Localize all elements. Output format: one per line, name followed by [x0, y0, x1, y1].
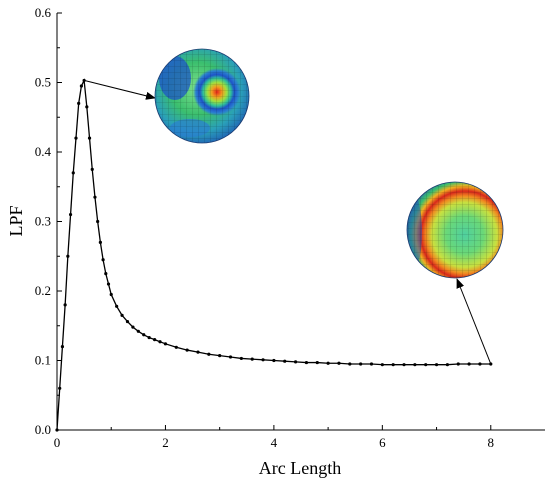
- data-point: [79, 84, 83, 88]
- data-point: [174, 345, 178, 349]
- data-point: [101, 258, 105, 262]
- data-point: [115, 304, 119, 308]
- annotation-arrow-end: [456, 278, 492, 365]
- y-tick-label: 0.1: [35, 353, 51, 368]
- data-point: [283, 359, 287, 363]
- x-tick-label: 6: [379, 435, 386, 450]
- data-point: [196, 350, 200, 354]
- data-point: [163, 342, 168, 346]
- data-point: [369, 362, 374, 366]
- data-point: [207, 352, 211, 356]
- data-point: [58, 386, 62, 390]
- x-axis-title: Arc Length: [259, 458, 341, 478]
- data-point: [98, 240, 102, 244]
- data-point: [68, 212, 73, 217]
- y-tick-label: 0.5: [35, 75, 51, 90]
- data-point: [60, 345, 65, 349]
- data-point: [131, 325, 135, 329]
- data-point: [337, 361, 341, 365]
- data-point: [391, 363, 395, 367]
- data-point: [66, 254, 70, 258]
- data-point: [136, 329, 140, 333]
- data-point: [250, 357, 254, 361]
- data-point: [153, 338, 157, 342]
- data-point: [185, 348, 189, 352]
- data-point: [218, 354, 222, 358]
- data-point: [326, 361, 330, 365]
- x-tick-label: 4: [271, 435, 278, 450]
- data-point: [434, 363, 439, 367]
- axis-tick-labels: 0 2 4 6 8 0.0 0.1 0.2 0.3 0.4 0.5 0.6: [35, 5, 494, 450]
- data-point: [467, 362, 471, 366]
- data-point: [424, 363, 428, 367]
- data-point: [348, 362, 352, 366]
- data-point: [413, 363, 417, 367]
- data-point: [125, 319, 130, 324]
- x-tick-label: 0: [54, 435, 61, 450]
- data-point: [77, 101, 81, 105]
- data-point: [293, 360, 298, 364]
- data-point: [109, 292, 113, 297]
- buckled-sphere-end-icon: [406, 181, 504, 279]
- data-point: [261, 358, 265, 362]
- data-point: [74, 136, 78, 140]
- data-point: [304, 360, 309, 365]
- data-point: [380, 363, 384, 367]
- data-point: [239, 356, 243, 361]
- data-point: [478, 362, 482, 366]
- data-point: [120, 313, 124, 317]
- data-point: [359, 362, 363, 366]
- data-point: [55, 428, 59, 432]
- data-point: [71, 171, 75, 175]
- data-point: [93, 195, 97, 199]
- data-point: [85, 105, 89, 109]
- y-tick-label: 0.2: [35, 283, 51, 298]
- data-point: [142, 333, 146, 337]
- data-point: [158, 340, 162, 344]
- series-points: [55, 78, 493, 432]
- data-point: [87, 136, 92, 140]
- y-tick-label: 0.0: [35, 422, 51, 437]
- y-axis-title: LPF: [6, 205, 26, 236]
- data-point: [96, 219, 100, 224]
- data-point: [106, 282, 111, 286]
- data-point: [272, 358, 276, 363]
- data-point: [456, 362, 460, 366]
- data-point: [402, 363, 406, 367]
- x-tick-label: 8: [488, 435, 495, 450]
- data-point: [445, 363, 449, 367]
- data-point: [147, 335, 151, 340]
- data-point: [63, 303, 67, 307]
- annotation-arrow-peak: [83, 79, 156, 100]
- y-tick-label: 0.6: [35, 5, 52, 20]
- y-tick-label: 0.3: [35, 214, 51, 229]
- x-tick-label: 2: [162, 435, 169, 450]
- y-tick-label: 0.4: [35, 144, 52, 159]
- buckled-sphere-peak-icon: [154, 48, 250, 144]
- data-point: [315, 360, 319, 365]
- data-point: [228, 355, 233, 359]
- data-point: [90, 167, 94, 171]
- data-point: [104, 272, 108, 276]
